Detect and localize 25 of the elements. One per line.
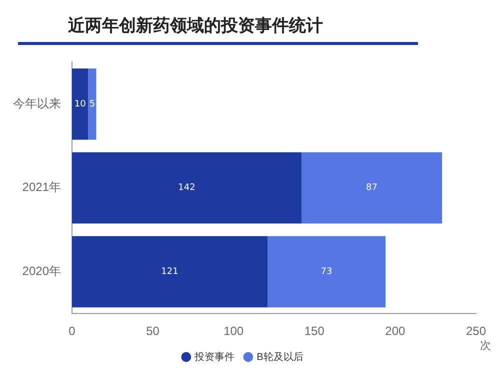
x-tick-label: 100 bbox=[224, 324, 244, 338]
bar bbox=[88, 68, 96, 140]
data-label: 10 bbox=[74, 99, 86, 110]
bar bbox=[72, 236, 268, 308]
bar bbox=[72, 152, 302, 224]
x-axis-title: 次 bbox=[480, 338, 491, 352]
x-tick-label: 200 bbox=[385, 324, 406, 338]
data-label: 121 bbox=[161, 267, 178, 278]
x-tick-label: 0 bbox=[68, 324, 76, 338]
bar bbox=[72, 68, 88, 140]
data-label: 73 bbox=[320, 267, 332, 278]
data-label: 5 bbox=[89, 99, 96, 110]
x-tick-label: 50 bbox=[146, 324, 160, 338]
bar bbox=[301, 152, 442, 224]
x-tick-label: 150 bbox=[304, 324, 325, 338]
y-tick-label: 2020年 bbox=[22, 264, 61, 278]
chart-title: 近两年创新药领域的投资事件统计 bbox=[68, 15, 323, 37]
data-label: 142 bbox=[178, 183, 196, 194]
legend-label: B轮及以后 bbox=[256, 350, 304, 363]
data-label: 87 bbox=[366, 183, 378, 194]
y-tick-label: 今年以来 bbox=[13, 96, 61, 110]
x-tick-label: 250 bbox=[466, 324, 486, 338]
y-tick-label: 2021年 bbox=[22, 180, 61, 194]
legend-label: 投资事件 bbox=[194, 350, 235, 363]
bar bbox=[268, 236, 386, 308]
